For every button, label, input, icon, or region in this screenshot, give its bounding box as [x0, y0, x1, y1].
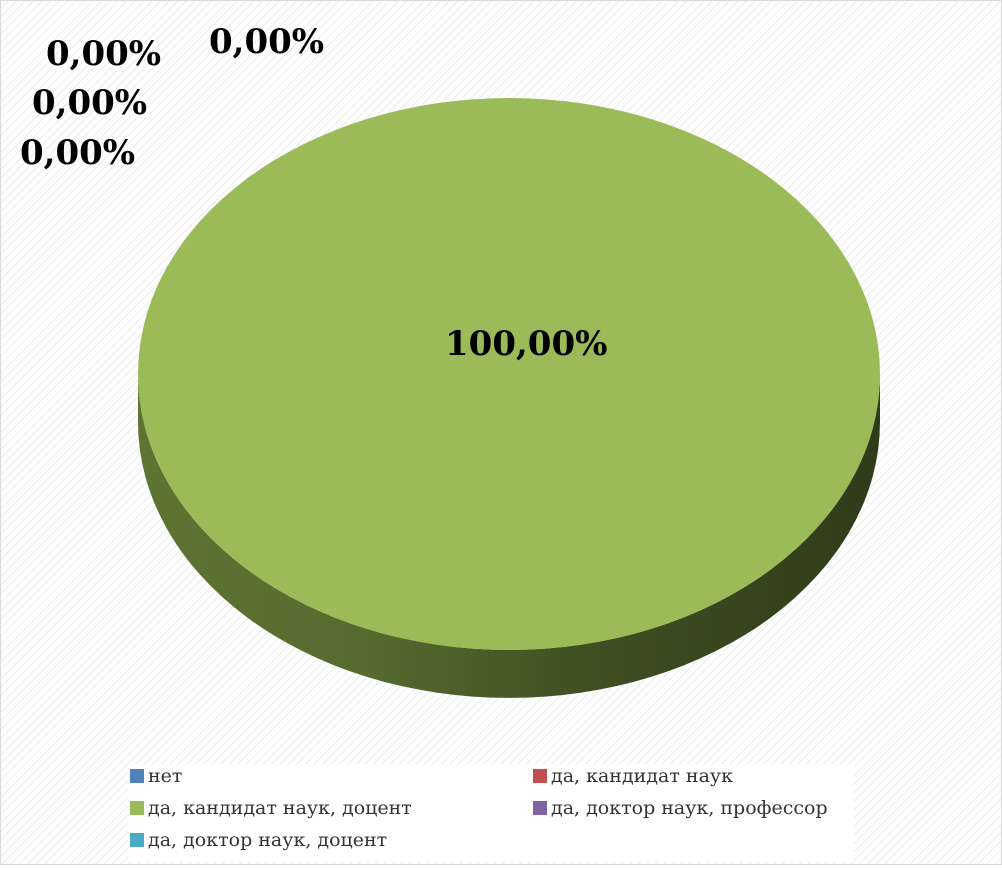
legend-label-1: да, кандидат наук [551, 765, 733, 787]
legend-label-3: да, доктор наук, профессор [551, 797, 828, 819]
legend-swatch-1 [533, 769, 547, 783]
legend-swatch-4 [130, 833, 144, 847]
data-label-1: 0,00% [209, 22, 324, 62]
legend: нет да, кандидат наук да, кандидат наук, д… [128, 764, 854, 862]
data-label-4: 0,00% [20, 133, 135, 173]
data-labels: 0,00% 0,00% 100,00% 0,00% 0,00% [20, 22, 607, 364]
data-label-2: 100,00% [445, 324, 607, 364]
legend-label-4: да, доктор наук, доцент [148, 829, 387, 851]
legend-label-2: да, кандидат наук, доцент [148, 797, 412, 819]
legend-swatch-0 [130, 769, 144, 783]
legend-swatch-3 [533, 801, 547, 815]
pie-slice-2 [138, 98, 880, 650]
data-label-0: 0,00% [46, 34, 161, 74]
legend-label-0: нет [148, 765, 182, 787]
data-label-3: 0,00% [32, 83, 147, 123]
pie-slice-side-2 [138, 374, 880, 698]
legend-swatch-2 [130, 801, 144, 815]
legend-box [128, 764, 854, 862]
pie-slices [138, 98, 880, 698]
